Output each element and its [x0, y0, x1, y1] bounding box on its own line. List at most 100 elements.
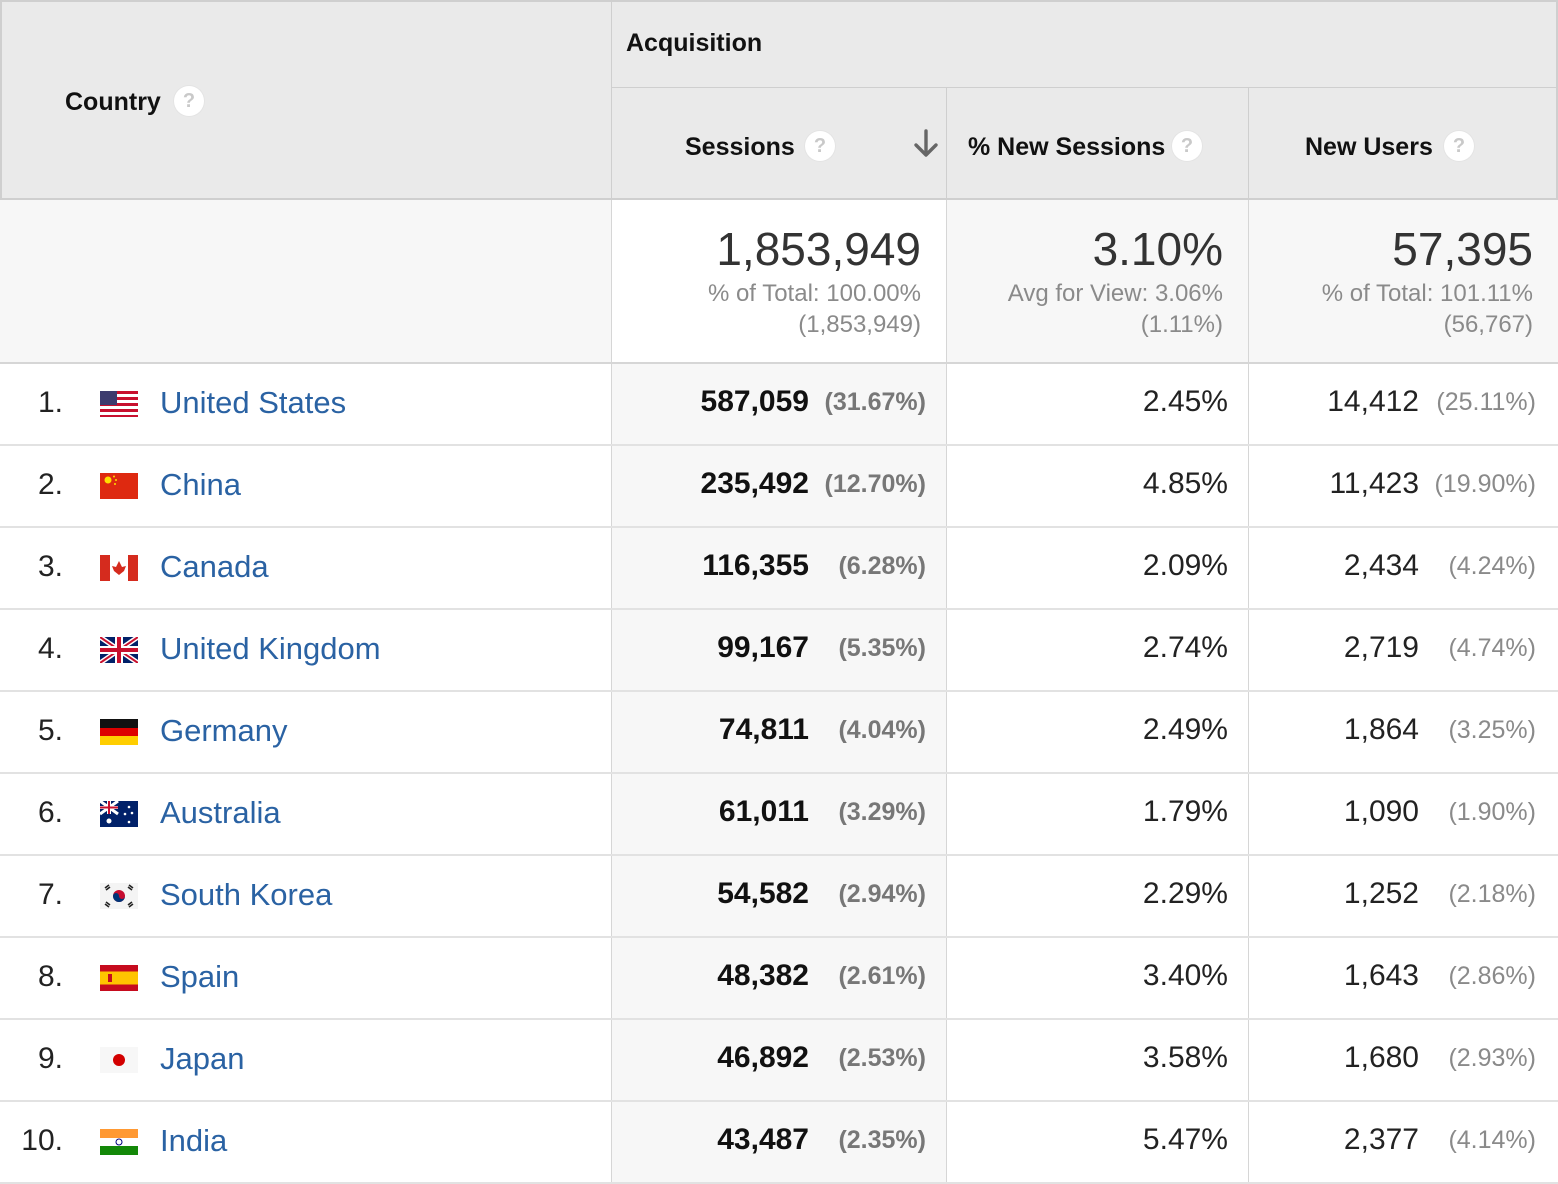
- new-users-percent: (4.24%): [1448, 552, 1536, 580]
- acquisition-group-header: Acquisition: [612, 0, 1558, 88]
- new-users-value: 11,423: [1329, 467, 1419, 500]
- sessions-percent: (5.35%): [838, 634, 926, 662]
- help-icon[interactable]: ?: [174, 86, 204, 116]
- totals-label-cell: [0, 200, 612, 364]
- new-sessions-pct-cell: 3.58%: [947, 1020, 1249, 1100]
- new-sessions-pct-total-value: 3.10%: [1092, 223, 1223, 275]
- country-link[interactable]: South Korea: [160, 877, 333, 912]
- new-users-cell: 1,864 (3.25%): [1249, 692, 1558, 772]
- new-sessions-pct-column-header[interactable]: % New Sessions ?: [947, 88, 1249, 200]
- new-users-cell: 2,377 (4.14%): [1249, 1102, 1558, 1182]
- new-sessions-pct-avg-for-view: Avg for View: 3.06%: [1007, 280, 1223, 307]
- row-rank: 9.: [37, 1042, 63, 1075]
- sessions-cell: 54,582 (2.94%): [612, 856, 947, 936]
- country-cell: 4. United Kingdom: [0, 610, 612, 690]
- de-flag-icon: [100, 719, 138, 745]
- row-rank: 10.: [21, 1124, 63, 1157]
- new-sessions-pct-value: 2.09%: [1142, 549, 1228, 582]
- new-users-total-cell: 57,395 % of Total: 101.11% (56,767): [1249, 200, 1558, 364]
- sessions-value: 235,492: [700, 467, 809, 500]
- table-row: 9. Japan 46,892 (2.53%) 3.58% 1,680 (2.9…: [0, 1020, 1558, 1102]
- cn-flag-icon: [100, 473, 138, 499]
- sessions-percent: (2.53%): [838, 1044, 926, 1072]
- country-link[interactable]: United Kingdom: [160, 631, 381, 666]
- sessions-cell: 61,011 (3.29%): [612, 774, 947, 854]
- sessions-percent: (6.28%): [838, 552, 926, 580]
- new-users-cell: 2,719 (4.74%): [1249, 610, 1558, 690]
- new-sessions-pct-value: 3.40%: [1142, 959, 1228, 992]
- new-users-total-overall: (56,767): [1443, 311, 1533, 338]
- new-users-cell: 1,680 (2.93%): [1249, 1020, 1558, 1100]
- sessions-total-cell: 1,853,949 % of Total: 100.00% (1,853,949…: [612, 200, 947, 364]
- ca-flag-icon: [100, 555, 138, 581]
- sessions-cell: 74,811 (4.04%): [612, 692, 947, 772]
- table-row: 4. United Kingdom 99,167 (5.35%) 2.74% 2…: [0, 610, 1558, 692]
- table-row: 8. Spain 48,382 (2.61%) 3.40% 1,643 (2.8…: [0, 938, 1558, 1020]
- new-sessions-pct-cell: 5.47%: [947, 1102, 1249, 1182]
- sessions-column-header[interactable]: Sessions ?: [612, 88, 947, 200]
- country-link[interactable]: Australia: [160, 795, 281, 830]
- new-sessions-pct-header-label[interactable]: % New Sessions: [968, 133, 1166, 161]
- table-row: 3. Canada 116,355 (6.28%) 2.09% 2,434 (4…: [0, 528, 1558, 610]
- row-rank: 1.: [37, 386, 63, 419]
- country-column-header[interactable]: Country ?: [0, 0, 612, 200]
- sessions-header-label[interactable]: Sessions: [685, 133, 795, 161]
- gb-flag-icon: [98, 634, 140, 666]
- new-users-value: 1,643: [1343, 959, 1419, 992]
- help-icon[interactable]: ?: [805, 131, 835, 161]
- jp-flag-icon: [100, 1047, 138, 1073]
- sort-descending-arrow-icon[interactable]: [908, 126, 944, 162]
- new-users-total-pct: % of Total: 101.11%: [1321, 280, 1533, 307]
- es-flag-icon: [100, 965, 138, 991]
- new-sessions-pct-cell: 4.85%: [947, 446, 1249, 526]
- country-link[interactable]: United States: [160, 385, 347, 420]
- help-icon[interactable]: ?: [1172, 131, 1202, 161]
- country-cell: 1. United States: [0, 364, 612, 444]
- table-row: 5. Germany 74,811 (4.04%) 2.49% 1,864 (3…: [0, 692, 1558, 774]
- country-cell: 7. South Korea: [0, 856, 612, 936]
- table-row: 10. India 43,487 (2.35%) 5.47% 2,377 (4.…: [0, 1102, 1558, 1184]
- new-users-value: 1,680: [1343, 1041, 1419, 1074]
- new-users-percent: (2.93%): [1448, 1044, 1536, 1072]
- new-users-percent: (2.18%): [1448, 880, 1536, 908]
- sessions-cell: 587,059 (31.67%): [612, 364, 947, 444]
- new-users-percent: (19.90%): [1434, 470, 1536, 498]
- new-sessions-pct-value: 5.47%: [1142, 1123, 1228, 1156]
- new-users-header-label[interactable]: New Users: [1305, 133, 1433, 161]
- sessions-cell: 116,355 (6.28%): [612, 528, 947, 608]
- new-users-total-value: 57,395: [1392, 223, 1533, 275]
- sessions-percent: (2.35%): [838, 1126, 926, 1154]
- row-rank: 3.: [37, 550, 63, 583]
- new-sessions-pct-value: 2.49%: [1142, 713, 1228, 746]
- sessions-percent: (4.04%): [838, 716, 926, 744]
- new-sessions-pct-avg-diff: (1.11%): [1140, 311, 1223, 338]
- country-header-label[interactable]: Country: [65, 88, 161, 116]
- new-users-percent: (2.86%): [1448, 962, 1536, 990]
- new-users-percent: (4.74%): [1448, 634, 1536, 662]
- new-sessions-pct-cell: 2.45%: [947, 364, 1249, 444]
- au-flag-icon: [99, 799, 138, 827]
- us-flag-icon: [100, 391, 138, 417]
- country-link[interactable]: Canada: [160, 549, 269, 584]
- country-link[interactable]: Spain: [160, 959, 240, 994]
- sessions-value: 43,487: [717, 1123, 809, 1156]
- acquisition-header-label: Acquisition: [626, 29, 763, 57]
- country-link[interactable]: Japan: [160, 1041, 245, 1076]
- sessions-total-subtext: % of Total: 100.00% (1,853,949): [708, 278, 921, 340]
- new-users-value: 2,377: [1343, 1123, 1419, 1156]
- new-users-cell: 1,643 (2.86%): [1249, 938, 1558, 1018]
- country-link[interactable]: Germany: [160, 713, 288, 748]
- help-icon[interactable]: ?: [1444, 131, 1474, 161]
- row-rank: 5.: [37, 714, 63, 747]
- sessions-cell: 99,167 (5.35%): [612, 610, 947, 690]
- new-sessions-pct-value: 1.79%: [1142, 795, 1228, 828]
- country-link[interactable]: China: [160, 467, 241, 502]
- country-link[interactable]: India: [160, 1123, 228, 1158]
- new-sessions-pct-cell: 1.79%: [947, 774, 1249, 854]
- row-rank: 2.: [37, 468, 63, 501]
- new-users-column-header[interactable]: New Users ?: [1249, 88, 1558, 200]
- new-sessions-pct-cell: 2.74%: [947, 610, 1249, 690]
- new-sessions-pct-total-subtext: Avg for View: 3.06% (1.11%): [1008, 278, 1223, 340]
- country-cell: 10. India: [0, 1102, 612, 1182]
